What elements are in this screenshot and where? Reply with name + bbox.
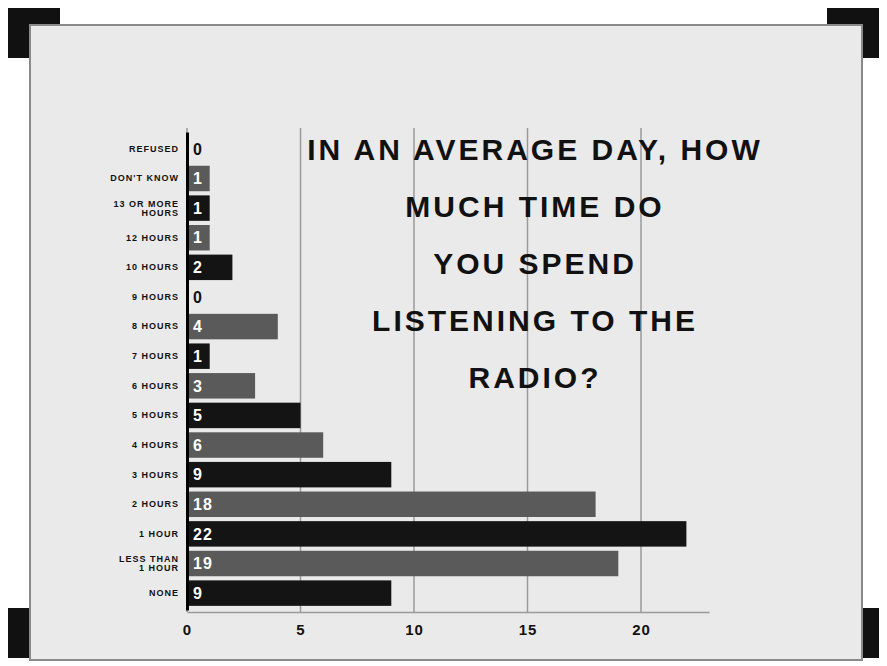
x-axis: 0 5 10 15 20	[183, 612, 710, 638]
bar	[187, 462, 391, 487]
title-line: IN AN AVERAGE DAY, HOW	[307, 133, 763, 166]
y-tick: DON'T KNOW	[110, 173, 187, 183]
y-tick-label: 3 HOURS	[132, 470, 179, 480]
bar	[187, 373, 255, 398]
y-tick: NONE	[149, 588, 187, 598]
data-label: 18	[193, 496, 213, 513]
y-tick-label: 5 HOURS	[132, 410, 179, 420]
data-label: 1	[193, 348, 203, 365]
y-tick: REFUSED	[129, 144, 187, 154]
bar	[187, 432, 323, 457]
y-axis: REFUSED DON'T KNOW 13 OR MOREHOURS 12 HOURS…	[110, 133, 187, 611]
y-tick: 8 HOURS	[132, 321, 187, 331]
data-label: 6	[193, 437, 203, 454]
title: IN AN AVERAGE DAY, HOW MUCH TIME DO YOU SP…	[307, 133, 763, 394]
data-label: 1	[193, 170, 203, 187]
y-tick: 3 HOURS	[132, 470, 187, 480]
bar	[187, 403, 301, 428]
y-tick: 7 HOURS	[132, 351, 187, 361]
y-tick-label: DON'T KNOW	[110, 173, 179, 183]
title-line: MUCH TIME DO	[405, 190, 664, 223]
bar	[187, 492, 596, 517]
data-labels: 0 1 1 1 2 0 4 1 3 5 6 9 18 22 19 9	[193, 141, 213, 602]
x-tick: 20	[632, 612, 651, 638]
title-line: RADIO?	[469, 361, 602, 394]
y-tick-label: LESS THAN1 HOUR	[119, 554, 179, 573]
data-label: 0	[193, 141, 203, 158]
panel	[30, 25, 862, 660]
chart: IN AN AVERAGE DAY, HOW MUCH TIME DO YOU SP…	[0, 0, 887, 666]
y-tick: 5 HOURS	[132, 410, 187, 420]
x-tick-label: 5	[296, 621, 305, 638]
bar	[187, 580, 391, 605]
y-tick-label: 7 HOURS	[132, 351, 179, 361]
x-tick-label: 0	[183, 621, 192, 638]
bar	[187, 551, 618, 576]
title-line: LISTENING TO THE	[372, 304, 698, 337]
frame	[30, 25, 862, 660]
y-tick-label: 9 HOURS	[132, 292, 179, 302]
y-tick-label: 10 HOURS	[126, 262, 179, 272]
data-label: 0	[193, 289, 203, 306]
y-tick: 6 HOURS	[132, 381, 187, 391]
data-label: 1	[193, 200, 203, 217]
y-tick: 9 HOURS	[132, 292, 187, 302]
x-tick-label: 15	[519, 621, 538, 638]
bar	[187, 225, 210, 250]
y-tick: 2 HOURS	[132, 499, 187, 509]
data-label: 1	[193, 229, 203, 246]
y-tick: 13 OR MOREHOURS	[113, 199, 187, 218]
bar	[187, 166, 210, 191]
y-tick-label: 2 HOURS	[132, 499, 179, 509]
y-tick-label: REFUSED	[129, 144, 179, 154]
y-tick: 12 HOURS	[126, 233, 187, 243]
grid-line	[186, 128, 188, 612]
data-label: 3	[193, 378, 203, 395]
x-tick: 5	[296, 612, 305, 638]
x-axis-line	[188, 612, 710, 614]
y-tick: LESS THAN1 HOUR	[119, 554, 187, 573]
y-tick: 1 HOUR	[139, 529, 187, 539]
data-label: 9	[193, 585, 203, 602]
x-tick: 15	[519, 612, 538, 638]
bar	[187, 255, 232, 280]
x-tick: 0	[183, 612, 192, 638]
title-line: YOU SPEND	[433, 247, 637, 280]
x-tick: 10	[405, 612, 424, 638]
x-tick-label: 10	[405, 621, 424, 638]
y-tick: 4 HOURS	[132, 440, 187, 450]
x-tick-label: 20	[632, 621, 651, 638]
bar	[187, 195, 210, 220]
y-tick-label: 8 HOURS	[132, 321, 179, 331]
y-tick-label: 13 OR MOREHOURS	[113, 199, 179, 218]
y-tick-label: NONE	[149, 588, 179, 598]
y-tick-label: 4 HOURS	[132, 440, 179, 450]
y-tick-label: 6 HOURS	[132, 381, 179, 391]
data-label: 9	[193, 466, 203, 483]
y-tick-label: 1 HOUR	[139, 529, 179, 539]
bar	[187, 521, 686, 546]
y-tick-label: 12 HOURS	[126, 233, 179, 243]
bars	[187, 166, 686, 606]
data-label: 2	[193, 259, 203, 276]
data-label: 19	[193, 555, 213, 572]
data-label: 22	[193, 526, 213, 543]
data-label: 5	[193, 407, 203, 424]
y-axis-line	[186, 133, 189, 611]
bar	[187, 314, 278, 339]
bar	[187, 343, 210, 368]
data-label: 4	[193, 318, 203, 335]
y-tick: 10 HOURS	[126, 262, 187, 272]
